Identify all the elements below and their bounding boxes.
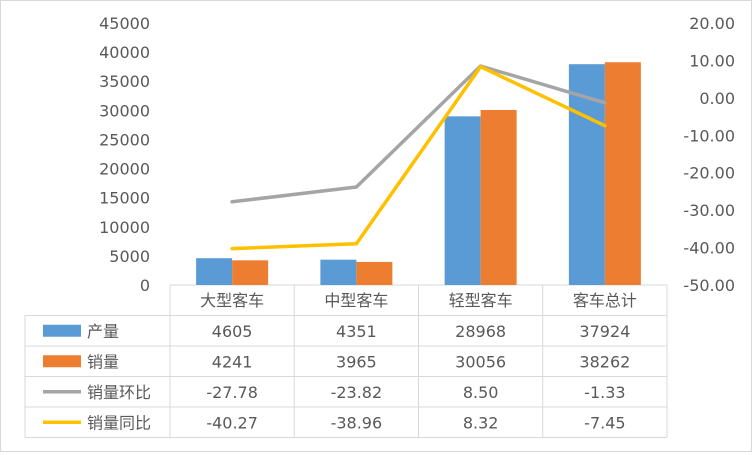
line-销量环比 [230, 64, 607, 204]
line-layer [230, 64, 607, 251]
left-tick-label: 15000 [99, 189, 150, 208]
data-table: 产量 4605 4351 28968 37924 销量 4241 3965 30056 38262… [43, 322, 630, 432]
bar-销量-轻型客车 [480, 110, 517, 285]
bar-销量-中型客车 [356, 261, 393, 285]
series-name: 销量 [87, 352, 119, 371]
data-value: 8.50 [463, 383, 499, 402]
left-tick-label: 10000 [99, 218, 150, 237]
bar-产量-中型客车 [320, 259, 357, 285]
data-value: 28968 [455, 322, 506, 341]
left-tick-label: 45000 [99, 14, 150, 33]
data-value: -27.78 [206, 383, 258, 402]
series-name: 产量 [87, 322, 119, 341]
right-axis: -50.00 -40.00 -30.00 -20.00 -10.00 0.00 10.00 2… [683, 14, 735, 295]
right-tick-label: -30.00 [683, 201, 735, 220]
right-tick-label: 10.00 [689, 51, 735, 70]
bar-产量-大型客车 [196, 258, 233, 285]
data-value: 38262 [579, 352, 630, 371]
series-name: 销量同比 [87, 413, 151, 432]
right-tick-label: -10.00 [683, 126, 735, 145]
category-label: 客车总计 [573, 291, 637, 310]
left-axis: 0 5000 10000 15000 20000 25000 30000 35000 40000… [99, 14, 150, 295]
right-tick-label: 20.00 [689, 14, 735, 33]
category-label: 轻型客车 [449, 291, 513, 310]
category-label: 中型客车 [324, 291, 388, 310]
data-value: 3965 [336, 352, 377, 371]
left-tick-label: 30000 [99, 101, 150, 120]
right-tick-label: -40.00 [683, 239, 735, 258]
bar-产量-轻型客车 [444, 116, 481, 286]
data-value: 4351 [336, 322, 377, 341]
data-value: -40.27 [206, 413, 258, 432]
series-name: 销量环比 [87, 383, 151, 402]
bar-layer [196, 62, 641, 286]
data-value: -7.45 [584, 413, 625, 432]
bar-销量-客车总计 [604, 62, 641, 285]
right-tick-label: 0.00 [699, 89, 735, 108]
left-tick-label: 5000 [109, 247, 150, 266]
legend-key-销量 [43, 355, 81, 368]
right-tick-label: -50.00 [683, 276, 735, 295]
data-value: 4241 [212, 352, 253, 371]
legend-key-产量 [43, 324, 81, 337]
data-value: 8.32 [463, 413, 499, 432]
line-销量同比 [230, 64, 607, 251]
left-tick-label: 35000 [99, 72, 150, 91]
data-value: 37924 [579, 322, 630, 341]
left-tick-label: 0 [140, 276, 150, 295]
data-value: 4605 [212, 322, 253, 341]
left-tick-label: 20000 [99, 160, 150, 179]
category-label: 大型客车 [200, 291, 264, 310]
left-tick-label: 40000 [99, 43, 150, 62]
category-axis: 大型客车 中型客车 轻型客车 客车总计 [200, 291, 637, 310]
data-value: 30056 [455, 352, 506, 371]
data-value: -23.82 [331, 383, 383, 402]
bar-销量-大型客车 [232, 260, 269, 285]
right-tick-label: -20.00 [683, 164, 735, 183]
left-tick-label: 25000 [99, 130, 150, 149]
data-value: -38.96 [331, 413, 383, 432]
data-value: -1.33 [584, 383, 625, 402]
